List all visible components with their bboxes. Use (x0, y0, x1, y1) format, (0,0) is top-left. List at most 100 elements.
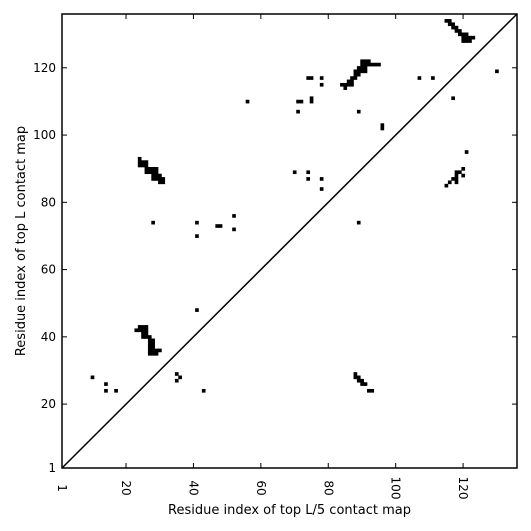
contact-cell (137, 156, 142, 161)
y-tick-label: 1 (48, 461, 56, 475)
contact-cell (367, 62, 371, 67)
contact-cell (447, 22, 452, 27)
contact-cell (151, 220, 155, 225)
contact-cell (370, 388, 375, 393)
contact-cell (147, 351, 152, 356)
contact-cell (363, 69, 368, 74)
contact-cell (458, 170, 462, 175)
contact-cell (141, 163, 145, 168)
y-tick-label: 20 (41, 397, 56, 411)
contact-cell (292, 170, 297, 175)
contact-cell (363, 59, 368, 64)
contact-cell (464, 35, 469, 40)
contact-cell (343, 82, 348, 87)
contact-cell (195, 234, 199, 238)
contact-cell (353, 372, 358, 376)
y-tick-label: 120 (33, 61, 56, 75)
contact-cell (454, 29, 459, 33)
y-tick-label: 60 (41, 263, 56, 277)
contact-cell (195, 220, 199, 225)
contact-cell (431, 76, 435, 80)
contact-cell (137, 160, 142, 164)
contact-cell (346, 82, 351, 87)
contact-cell (154, 351, 159, 356)
contact-cell (201, 388, 206, 393)
contact-cell (377, 62, 381, 67)
contact-cell (306, 177, 311, 181)
contact-cell (454, 25, 459, 30)
contact-cell (454, 177, 459, 181)
contact-cell (309, 76, 314, 80)
x-tick-label: 40 (186, 480, 200, 495)
contact-cell (137, 328, 142, 333)
contact-cell (353, 76, 358, 80)
contact-cell (309, 96, 314, 101)
contact-cell (144, 163, 149, 168)
contact-cell (151, 177, 155, 181)
x-tick-label: 80 (321, 480, 335, 495)
contact-cell (360, 66, 364, 70)
contact-cell (360, 62, 364, 67)
contact-cell (319, 76, 324, 80)
contact-cell (319, 177, 324, 181)
contact-cell (151, 338, 155, 343)
contact-cell (245, 99, 250, 104)
contact-cell (147, 348, 152, 353)
contact-cell (464, 150, 469, 154)
contact-cell (137, 163, 142, 168)
contact-cell (319, 187, 324, 191)
contact-cell (367, 59, 371, 64)
contact-cell (114, 388, 118, 393)
contact-cell (134, 328, 139, 333)
contact-cell (353, 72, 358, 77)
contact-cell (158, 348, 162, 353)
contact-cell (363, 66, 368, 70)
contact-cell (144, 325, 149, 329)
contact-cell (151, 173, 155, 178)
contact-cell (363, 62, 368, 67)
contact-cell (144, 331, 149, 336)
y-axis-title: Residue index of top L contact map (14, 126, 29, 356)
contact-cell (144, 160, 149, 164)
contact-cell (141, 160, 145, 164)
contact-cell (353, 69, 358, 74)
contact-cell (158, 177, 162, 181)
contact-cell (458, 32, 462, 37)
contact-cell (373, 62, 378, 67)
contact-cell (444, 19, 449, 23)
contact-cell (195, 308, 199, 312)
diagonal-line (61, 13, 518, 469)
contact-cell (151, 341, 155, 346)
contact-cell (144, 328, 149, 333)
x-tick-label: 20 (119, 480, 133, 495)
contact-cell (464, 32, 469, 37)
contact-cell (343, 86, 348, 90)
contact-cell (356, 375, 361, 380)
contact-cell (454, 180, 459, 185)
contact-cell (356, 378, 361, 383)
contact-cell (232, 227, 236, 232)
contact-cell (141, 328, 145, 333)
contact-cell (147, 335, 152, 339)
x-tick-label: 1 (55, 484, 69, 492)
contact-cell (461, 35, 466, 40)
y-tick-label: 40 (41, 330, 56, 344)
contact-cell (147, 170, 152, 175)
contact-cell (137, 325, 142, 329)
contact-cell (151, 348, 155, 353)
contact-cell (451, 25, 455, 30)
contact-cell (350, 76, 354, 80)
contact-cell (299, 99, 304, 104)
contact-cell (340, 82, 344, 87)
contact-cell (141, 331, 145, 336)
contact-cell (360, 378, 364, 383)
contact-cell (151, 345, 155, 349)
contact-cell (451, 96, 455, 101)
contact-cell (147, 345, 152, 349)
contact-cell (158, 173, 162, 178)
contact-cell (417, 76, 422, 80)
contact-cell (141, 325, 145, 329)
contact-cell (495, 69, 499, 74)
